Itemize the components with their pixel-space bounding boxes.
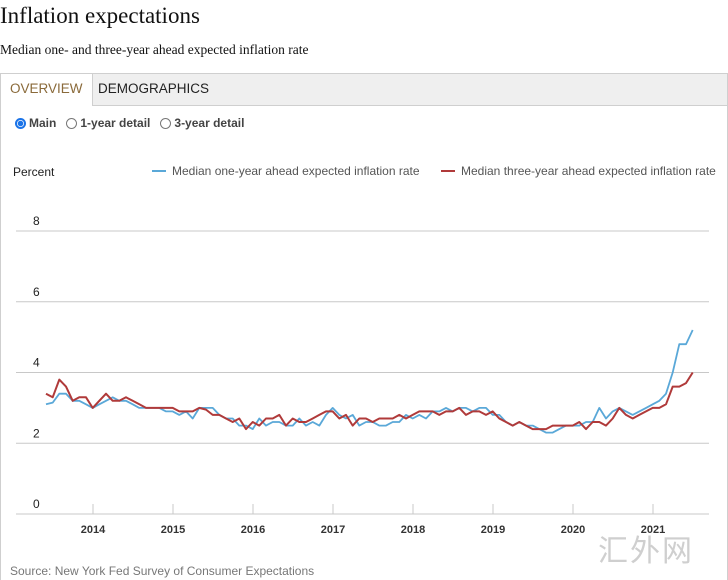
radio-3-year-detail[interactable]: 3-year detail bbox=[160, 116, 244, 130]
radio-label: 3-year detail bbox=[174, 116, 245, 130]
y-tick-label: 8 bbox=[33, 214, 40, 228]
watermark-logo: 汇外网 bbox=[598, 535, 694, 568]
x-tick-label: 2019 bbox=[481, 524, 505, 536]
page-subtitle: Median one- and three-year ahead expecte… bbox=[0, 42, 309, 57]
tab-bar: OVERVIEW DEMOGRAPHICS bbox=[1, 74, 727, 106]
x-tick-label: 2017 bbox=[321, 524, 345, 536]
radio-main[interactable]: Main bbox=[15, 116, 56, 130]
series-line-three-year[interactable] bbox=[45, 371, 694, 431]
radio-1-year-detail[interactable]: 1-year detail bbox=[66, 116, 150, 130]
y-tick-label: 2 bbox=[33, 426, 40, 440]
y-axis-label: Percent bbox=[13, 165, 55, 179]
x-tick-label: 2015 bbox=[161, 524, 185, 536]
tab-overview[interactable]: OVERVIEW bbox=[1, 74, 93, 106]
radio-label: Main bbox=[29, 116, 57, 130]
source-note: Source: New York Fed Survey of Consumer … bbox=[10, 564, 314, 578]
x-tick-label: 2014 bbox=[81, 524, 106, 536]
y-tick-label: 0 bbox=[33, 497, 40, 511]
x-tick-label: 2016 bbox=[241, 524, 265, 536]
radio-unselected-icon bbox=[66, 117, 78, 129]
page-title: Inflation expectations bbox=[0, 3, 200, 28]
legend-label-one-year[interactable]: Median one-year ahead expected inflation… bbox=[172, 164, 420, 178]
radio-label: 1-year detail bbox=[80, 116, 151, 130]
radio-selected-icon bbox=[15, 117, 26, 129]
tab-demographics[interactable]: DEMOGRAPHICS bbox=[98, 81, 210, 96]
radio-unselected-icon bbox=[160, 117, 172, 129]
y-tick-label: 4 bbox=[33, 356, 40, 370]
y-tick-label: 6 bbox=[33, 285, 40, 299]
x-tick-label: 2020 bbox=[561, 524, 585, 536]
legend: Median one-year ahead expected inflation… bbox=[152, 164, 716, 178]
series-line-one-year[interactable] bbox=[45, 329, 694, 434]
legend-label-three-year[interactable]: Median three-year ahead expected inflati… bbox=[461, 164, 716, 178]
x-tick-label: 2021 bbox=[641, 524, 665, 536]
view-radio-group: Main 1-year detail 3-year detail bbox=[15, 116, 244, 130]
x-tick-label: 2018 bbox=[401, 524, 425, 536]
